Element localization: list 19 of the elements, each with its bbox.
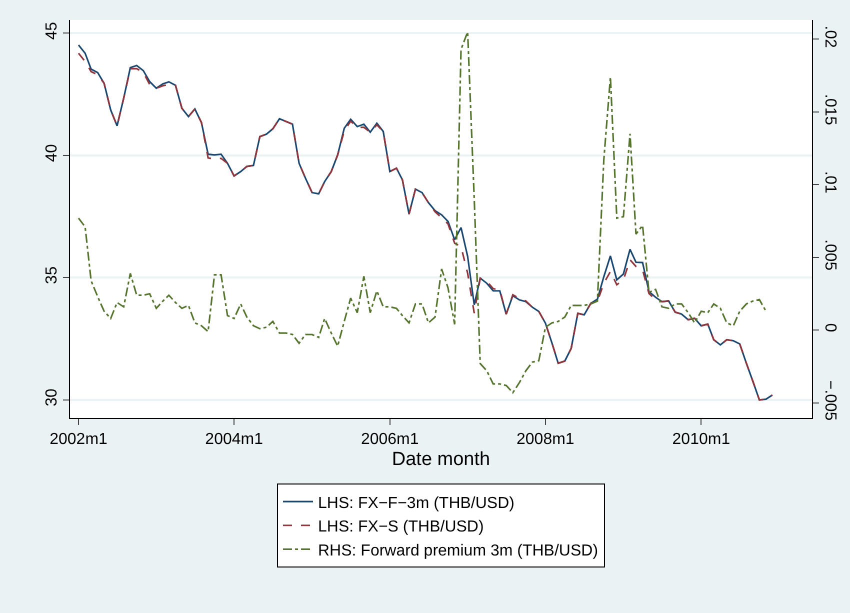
x-axis-title: Date month [392,449,490,470]
legend-label: LHS: FX−S (THB/USD) [318,518,484,536]
legend-label: RHS: Forward premium 3m (THB/USD) [318,542,598,560]
y2-tick-label: .02 [821,26,838,48]
y-tick-label: 40 [44,144,61,162]
x-tick-label: 2006m1 [360,431,419,448]
y2-tick-label: .01 [821,171,838,194]
legend-label: LHS: FX−F−3m (THB/USD) [318,494,514,512]
y2-tick-label: .015 [821,94,838,126]
x-tick-label: 2002m1 [50,431,108,448]
y2-tick-label: .005 [821,239,838,271]
y2-tick-label: −.005 [821,380,838,421]
y-tick-label: 45 [44,22,61,40]
x-tick-label: 2010m1 [672,431,730,448]
y-tick-label: 35 [44,266,61,284]
y-tick-label: 30 [44,388,61,406]
x-tick-label: 2004m1 [205,431,264,448]
y2-tick-label: 0 [821,323,838,332]
x-tick-label: 2008m1 [516,431,574,448]
